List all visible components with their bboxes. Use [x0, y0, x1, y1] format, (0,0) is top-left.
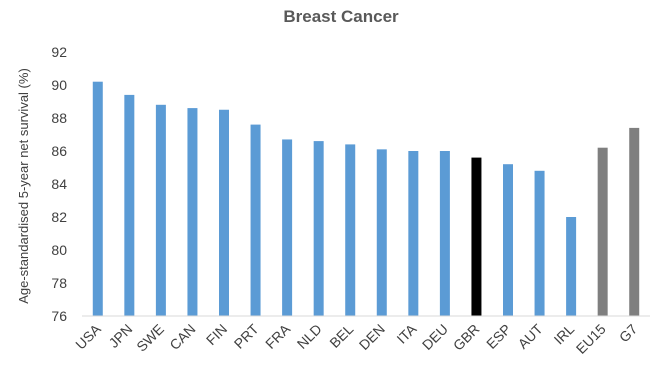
- x-tick-label: DEU: [419, 321, 451, 353]
- x-tick-label: BEL: [326, 321, 356, 351]
- x-tick-label: PRT: [231, 320, 262, 351]
- y-tick-label: 78: [51, 275, 67, 291]
- bar-prt: [250, 124, 261, 316]
- y-tick-label: 86: [51, 143, 67, 159]
- y-tick-label: 92: [51, 44, 67, 60]
- bar-bel: [345, 144, 356, 316]
- bar-irl: [566, 217, 577, 316]
- y-axis-ticks: 76 78 80 82 84 86 88 90 92: [51, 44, 67, 324]
- y-tick-label: 88: [51, 110, 67, 126]
- y-axis-label: Age-standardised 5-year net survival (%): [16, 68, 31, 304]
- x-tick-label: FIN: [203, 321, 230, 348]
- bar-can: [187, 108, 198, 316]
- bar-fra: [282, 139, 293, 316]
- y-tick-label: 90: [51, 77, 67, 93]
- bar-usa: [92, 81, 103, 316]
- x-tick-label: USA: [72, 320, 104, 352]
- y-tick-label: 76: [51, 308, 67, 324]
- x-tick-label: DEN: [356, 321, 388, 353]
- bar-aut: [534, 170, 545, 316]
- x-tick-label: EU15: [573, 321, 609, 357]
- bar-deu: [439, 151, 450, 316]
- bar-gbr: [471, 157, 482, 316]
- x-tick-label: SWE: [133, 321, 167, 355]
- bar-fin: [219, 109, 229, 316]
- y-tick-label: 80: [51, 242, 67, 258]
- bar-swe: [155, 104, 166, 316]
- x-tick-label: JPN: [105, 321, 135, 351]
- bar-ita: [408, 151, 419, 316]
- bar-den: [376, 149, 387, 316]
- x-tick-label: NLD: [294, 321, 325, 352]
- bar-g7: [629, 127, 640, 317]
- x-tick-label: ESP: [483, 321, 514, 352]
- x-tick-label: AUT: [515, 320, 546, 351]
- x-tick-label: CAN: [166, 321, 198, 353]
- bar-jpn: [124, 94, 135, 317]
- x-tick-label: ITA: [393, 320, 419, 346]
- x-tick-label: G7: [616, 321, 641, 346]
- x-tick-label: GBR: [450, 321, 483, 354]
- x-tick-label: FRA: [262, 320, 294, 352]
- x-tick-label: IRL: [551, 321, 578, 348]
- bar-nld: [313, 141, 324, 316]
- bar-esp: [503, 164, 513, 316]
- bars: [92, 81, 640, 317]
- y-tick-label: 82: [51, 209, 67, 225]
- bar-eu15: [597, 147, 608, 316]
- y-tick-label: 84: [51, 176, 67, 192]
- chart-title: Breast Cancer: [283, 7, 399, 26]
